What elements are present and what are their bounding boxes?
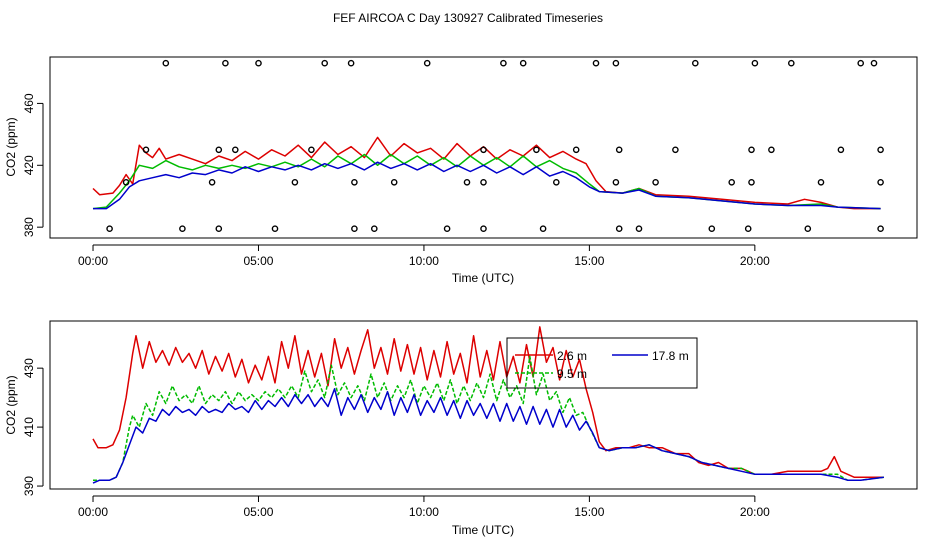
p0-cal-marker-48 [788, 59, 795, 67]
p0-cal-marker-38 [652, 178, 659, 186]
p0-x-tick-label-3: 15:00 [574, 254, 604, 268]
p0-cal-marker-45 [748, 146, 755, 154]
p0-cal-marker-13 [308, 146, 315, 154]
p0-cal-marker-6 [215, 146, 223, 154]
p0-y-tick-label-2: 460 [22, 93, 36, 113]
p0-cal-marker-21 [443, 225, 451, 232]
p0-cal-marker-53 [870, 59, 878, 67]
p0-cal-marker-46 [751, 59, 759, 67]
p0-cal-marker-18 [370, 225, 378, 232]
p1-series-line-1 [93, 355, 884, 481]
figure-title: FEF AIRCOA C Day 130927 Calibrated Times… [333, 11, 603, 25]
p1-series-line-0 [92, 326, 884, 478]
p0-cal-marker-55 [877, 146, 884, 154]
legend-label-17-8m: 17.8 m [652, 349, 689, 363]
p0-cal-marker-42 [728, 178, 736, 186]
p0-cal-marker-22 [463, 178, 471, 186]
p1-series-line-2 [92, 388, 884, 484]
p0-cal-marker-37 [635, 225, 643, 232]
p0-cal-marker-15 [347, 59, 355, 67]
p0-cal-marker-30 [553, 178, 560, 186]
p1-x-tick-label-2: 10:00 [409, 505, 439, 519]
p0-cal-marker-39 [672, 146, 679, 154]
legend-box [506, 337, 698, 389]
p0-series-line-2 [93, 161, 881, 210]
p0-cal-marker-29 [539, 225, 547, 232]
p0-cal-marker-51 [837, 146, 845, 154]
legend-label-9-5m: 9.5 m [557, 367, 587, 381]
p0-cal-marker-12 [291, 178, 299, 186]
p0-cal-marker-4 [179, 225, 186, 232]
p0-cal-marker-24 [480, 146, 487, 154]
panel-bottom-series [92, 326, 884, 484]
p0-cal-marker-23 [480, 178, 487, 186]
panel-bottom: 00:00 05:00 10:00 15:00 20:00 390 410 430 Time … [4, 320, 918, 537]
panel-bottom-xlabel: Time (UTC) [452, 523, 514, 537]
p0-cal-marker-26 [500, 59, 507, 67]
p0-cal-marker-14 [321, 59, 329, 67]
legend: 2.6 m 9.5 m 17.8 m [506, 337, 698, 389]
p1-y-tick-label-1: 410 [22, 417, 36, 437]
legend-label-2-6m: 2.6 m [557, 349, 587, 363]
panel-top-frame [49, 56, 918, 239]
p0-cal-marker-11 [271, 225, 279, 232]
p0-cal-marker-25 [480, 225, 487, 232]
p1-y-tick-label-0: 390 [22, 476, 36, 496]
p0-cal-marker-33 [612, 59, 620, 67]
p0-cal-marker-44 [748, 178, 755, 186]
p0-cal-marker-2 [142, 146, 150, 154]
p0-cal-marker-27 [519, 59, 527, 67]
p0-cal-marker-47 [768, 146, 775, 154]
panel-bottom-frame [49, 320, 918, 490]
p0-cal-marker-36 [615, 225, 623, 232]
p0-cal-marker-7 [215, 225, 223, 232]
p1-x-tick-label-4: 20:00 [740, 505, 770, 519]
p0-cal-marker-40 [692, 59, 699, 67]
p0-cal-marker-34 [612, 178, 620, 186]
panel-top-series [92, 59, 884, 232]
p0-cal-marker-17 [351, 225, 358, 232]
p0-cal-marker-19 [390, 178, 398, 186]
p0-x-tick-label-0: 00:00 [78, 254, 108, 268]
p0-cal-marker-56 [877, 225, 884, 232]
p0-cal-marker-50 [817, 178, 825, 186]
panel-top-axes: 00:00 05:00 10:00 15:00 20:00 380 420 460 [22, 93, 770, 268]
p1-x-tick-label-0: 00:00 [78, 505, 108, 519]
p0-series-line-0 [92, 136, 881, 210]
p0-cal-marker-10 [255, 59, 262, 67]
p0-y-tick-label-1: 420 [22, 155, 36, 175]
panel-bottom-axes: 00:00 05:00 10:00 15:00 20:00 390 410 430 [22, 358, 770, 519]
p0-cal-marker-31 [572, 146, 580, 154]
panel-top-ylabel: CO2 (ppm) [4, 117, 18, 176]
p0-cal-marker-16 [351, 178, 358, 186]
p0-cal-marker-54 [877, 178, 884, 186]
p1-y-tick-label-2: 430 [22, 358, 36, 378]
p0-x-tick-label-4: 20:00 [740, 254, 770, 268]
p0-cal-marker-49 [804, 225, 812, 232]
p0-cal-marker-0 [106, 225, 113, 232]
p0-cal-marker-8 [231, 146, 239, 154]
p1-x-tick-label-3: 15:00 [574, 505, 604, 519]
p0-cal-marker-3 [162, 59, 170, 67]
p0-cal-marker-32 [592, 59, 600, 67]
panel-top-xlabel: Time (UTC) [452, 271, 514, 285]
p1-x-tick-label-1: 05:00 [243, 505, 273, 519]
p0-cal-marker-20 [423, 59, 431, 67]
p0-cal-marker-28 [533, 146, 540, 154]
p0-cal-marker-43 [744, 225, 752, 232]
p0-x-tick-label-1: 05:00 [243, 254, 273, 268]
p0-cal-marker-52 [857, 59, 865, 67]
p0-cal-marker-41 [708, 225, 716, 232]
panel-top: 00:00 05:00 10:00 15:00 20:00 380 420 460 Time … [4, 56, 918, 285]
p0-series-line-1 [92, 153, 881, 210]
p0-cal-marker-1 [122, 178, 130, 186]
panel-bottom-ylabel: CO2 (ppm) [4, 375, 18, 434]
p0-y-tick-label-0: 380 [22, 217, 36, 237]
p0-x-tick-label-2: 10:00 [409, 254, 439, 268]
p0-cal-marker-35 [615, 146, 623, 154]
p0-cal-marker-5 [208, 178, 216, 186]
p0-cal-marker-9 [222, 59, 229, 67]
